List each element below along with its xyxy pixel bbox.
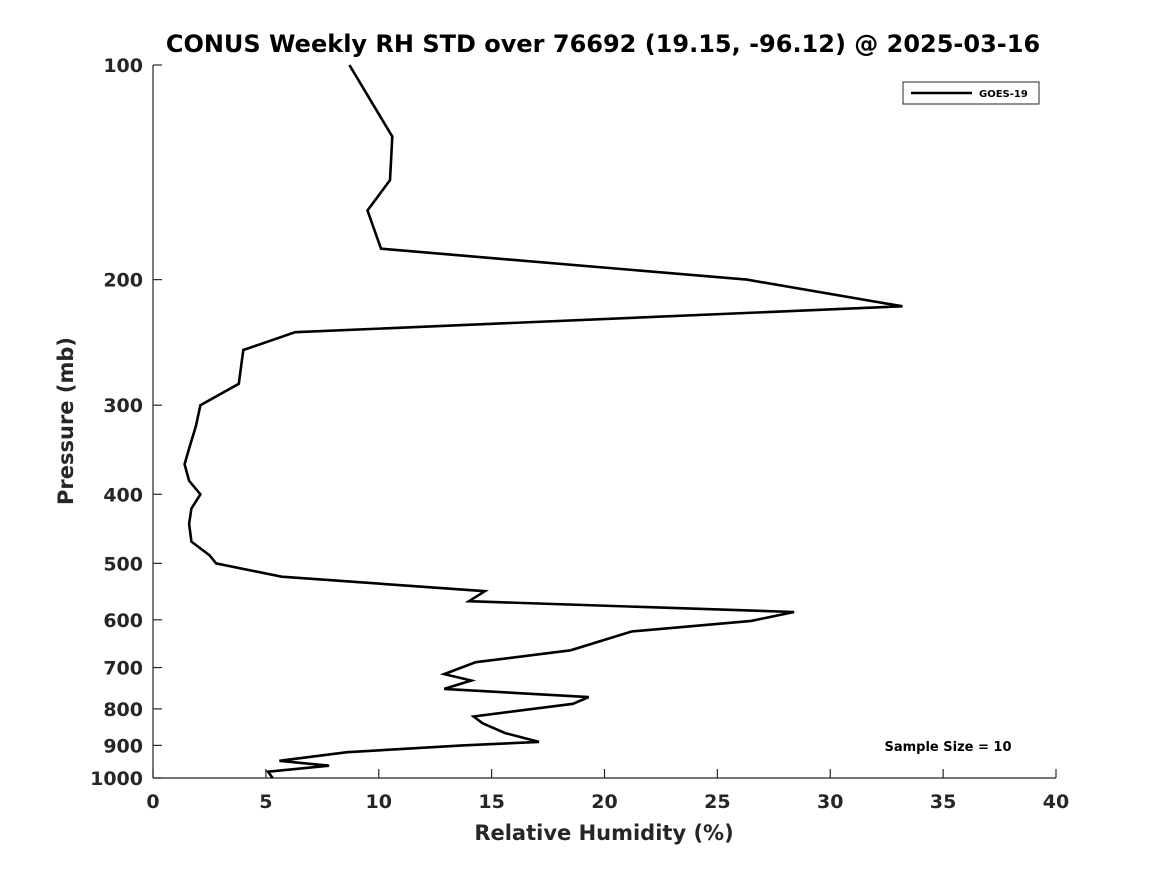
series-layer — [183, 64, 903, 779]
sample-size-annotation: Sample Size = 10 — [884, 740, 1011, 755]
y-tick-label: 200 — [103, 270, 143, 292]
legend: GOES-19 — [902, 81, 1040, 105]
y-tick-label: 600 — [103, 610, 143, 632]
x-tick-label: 5 — [259, 791, 272, 813]
plot-axes: 0 5 10 15 20 25 30 35 40 100 200 300 400 500 600 700 800… — [90, 55, 1069, 813]
x-tick-label: 10 — [366, 791, 392, 813]
x-tick-label: 25 — [704, 791, 730, 813]
y-tick-label: 1000 — [90, 768, 143, 790]
x-tick-label: 30 — [817, 791, 843, 813]
y-tick-label: 700 — [103, 658, 143, 680]
y-tick-label: 100 — [103, 55, 143, 77]
y-axis-label: Pressure (mb) — [54, 337, 78, 505]
x-tick-label: 20 — [591, 791, 617, 813]
y-tick-label: 800 — [103, 699, 143, 721]
legend-label: GOES-19 — [979, 89, 1028, 100]
y-tick-label: 500 — [103, 553, 143, 575]
y-tick-label: 300 — [103, 395, 143, 417]
x-tick-label: 35 — [930, 791, 956, 813]
x-tick-label: 15 — [478, 791, 504, 813]
x-tick-label: 0 — [146, 791, 159, 813]
x-tick-label: 40 — [1043, 791, 1069, 813]
chart-title: CONUS Weekly RH STD over 76692 (19.15, -… — [166, 30, 1040, 58]
y-tick-label: 900 — [103, 735, 143, 757]
y-tick-label: 400 — [103, 484, 143, 506]
series-line-0 — [183, 64, 903, 779]
x-axis-label: Relative Humidity (%) — [474, 821, 733, 845]
